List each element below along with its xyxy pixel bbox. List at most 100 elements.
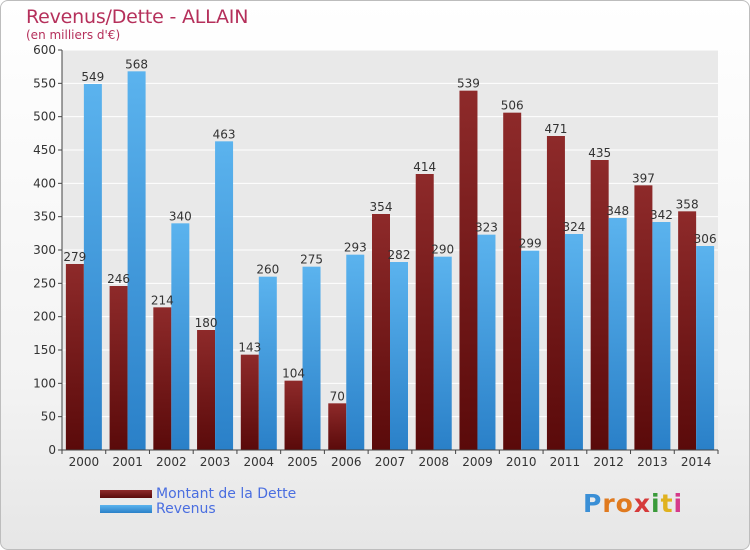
y-tick-label: 100 — [33, 376, 56, 390]
label-revenus-2014: 306 — [694, 232, 717, 246]
y-tick-label: 250 — [33, 276, 56, 290]
x-tick-label: 2008 — [418, 455, 449, 469]
bar-revenus-2011 — [564, 234, 583, 450]
label-dette-2006: 70 — [330, 389, 345, 403]
y-tick-label: 300 — [33, 243, 56, 257]
label-revenus-2004: 260 — [256, 263, 279, 277]
y-tick-label: 500 — [33, 110, 56, 124]
x-tick-label: 2013 — [637, 455, 668, 469]
bar-dette-2006 — [328, 403, 347, 450]
label-dette-2014: 358 — [676, 197, 699, 211]
y-tick-label: 350 — [33, 210, 56, 224]
label-revenus-2010: 299 — [519, 237, 542, 251]
logo-letter: i — [673, 489, 684, 518]
label-revenus-2002: 340 — [169, 209, 192, 223]
proxiti-logo: Proxiti — [583, 489, 683, 518]
x-tick-label: 2011 — [550, 455, 581, 469]
bar-dette-2005 — [284, 380, 303, 450]
label-revenus-2011: 324 — [562, 220, 585, 234]
label-dette-2009: 539 — [457, 77, 480, 91]
chart-title: Revenus/Dette - ALLAIN — [26, 6, 249, 28]
bar-dette-2001 — [109, 286, 128, 450]
bar-revenus-2006 — [346, 254, 365, 450]
bar-revenus-2005 — [302, 266, 321, 450]
bar-revenus-2002 — [171, 223, 190, 450]
label-dette-2012: 435 — [588, 146, 611, 160]
legend-label-dette: Montant de la Dette — [156, 485, 297, 502]
label-dette-2008: 414 — [413, 160, 436, 174]
legend-label-revenus: Revenus — [156, 500, 216, 517]
x-tick-label: 2012 — [593, 455, 624, 469]
label-dette-2001: 246 — [107, 272, 130, 286]
bar-dette-2010 — [503, 112, 522, 451]
label-revenus-2001: 568 — [125, 57, 148, 71]
label-revenus-2006: 293 — [344, 241, 367, 255]
legend-swatch-revenus — [100, 504, 152, 513]
logo-letter: x — [633, 489, 651, 518]
bar-revenus-2003 — [215, 141, 234, 451]
label-dette-2007: 354 — [370, 200, 393, 214]
label-dette-2010: 506 — [501, 99, 524, 113]
label-dette-2005: 104 — [282, 367, 305, 381]
label-dette-2013: 397 — [632, 171, 655, 185]
bar-revenus-2007 — [390, 262, 408, 450]
label-dette-2002: 214 — [151, 293, 174, 307]
legend-item-dette: Montant de la Dette — [100, 485, 297, 502]
x-tick-label: 2010 — [506, 455, 537, 469]
bar-dette-2002 — [153, 307, 172, 450]
bar-revenus-2012 — [608, 218, 627, 450]
bar-revenus-2000 — [83, 84, 102, 450]
bar-revenus-2009 — [477, 234, 496, 450]
chart-subtitle: (en milliers d'€) — [26, 28, 121, 42]
logo-letter: r — [602, 489, 616, 518]
y-tick-label: 400 — [33, 176, 56, 190]
x-tick-label: 2004 — [244, 455, 275, 469]
bar-dette-2003 — [197, 330, 216, 450]
logo-letter: o — [615, 489, 634, 518]
bar-revenus-2010 — [521, 250, 540, 450]
bar-dette-2000 — [65, 264, 84, 450]
bar-revenus-2008 — [433, 256, 452, 450]
bar-dette-2013 — [634, 185, 653, 451]
y-tick-label: 0 — [48, 443, 56, 457]
label-dette-2000: 279 — [63, 250, 86, 264]
label-dette-2003: 180 — [195, 316, 218, 330]
x-tick-label: 2003 — [200, 455, 231, 469]
label-revenus-2012: 348 — [606, 204, 629, 218]
label-revenus-2005: 275 — [300, 253, 323, 267]
y-tick-label: 600 — [33, 43, 56, 57]
legend: Montant de la Dette Revenus — [100, 485, 297, 517]
legend-item-revenus: Revenus — [100, 500, 296, 517]
y-tick-label: 550 — [33, 76, 56, 90]
x-tick-label: 2002 — [156, 455, 187, 469]
label-dette-2011: 471 — [544, 122, 567, 136]
y-tick-label: 50 — [41, 410, 56, 424]
bar-dette-2008 — [415, 174, 434, 450]
x-tick-label: 2006 — [331, 455, 362, 469]
y-tick-label: 200 — [33, 310, 56, 324]
bar-dette-2009 — [459, 90, 478, 451]
bar-dette-2004 — [240, 354, 259, 450]
logo-letter: i — [651, 489, 661, 518]
bar-revenus-2014 — [696, 246, 715, 450]
label-dette-2004: 143 — [238, 341, 261, 355]
legend-swatch-dette — [100, 489, 152, 498]
y-tick-label: 150 — [33, 343, 56, 357]
logo-letter: t — [660, 489, 674, 518]
label-revenus-2007: 282 — [388, 248, 411, 262]
bar-dette-2012 — [590, 160, 609, 450]
bar-dette-2011 — [546, 136, 565, 450]
x-tick-label: 2014 — [681, 455, 712, 469]
x-tick-label: 2000 — [69, 455, 100, 469]
y-tick-label: 450 — [33, 143, 56, 157]
label-revenus-2008: 290 — [431, 243, 454, 257]
x-tick-label: 2001 — [112, 455, 143, 469]
label-revenus-2013: 342 — [650, 208, 673, 222]
bar-dette-2007 — [372, 214, 390, 450]
bar-revenus-2001 — [127, 71, 146, 450]
x-tick-label: 2009 — [462, 455, 493, 469]
x-tick-label: 2007 — [375, 455, 406, 469]
logo-letter: P — [583, 489, 603, 518]
label-revenus-2000: 549 — [81, 70, 104, 84]
